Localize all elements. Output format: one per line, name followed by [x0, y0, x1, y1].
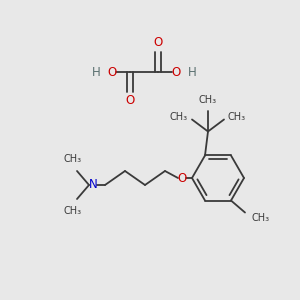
Text: CH₃: CH₃: [64, 206, 82, 216]
Text: O: O: [177, 172, 187, 184]
Text: H: H: [92, 65, 100, 79]
Text: O: O: [171, 65, 181, 79]
Text: O: O: [107, 65, 117, 79]
Text: CH₃: CH₃: [228, 112, 246, 122]
Text: O: O: [125, 94, 135, 107]
Text: CH₃: CH₃: [251, 212, 269, 223]
Text: CH₃: CH₃: [64, 154, 82, 164]
Text: CH₃: CH₃: [170, 112, 188, 122]
Text: N: N: [88, 178, 98, 191]
Text: H: H: [188, 65, 196, 79]
Text: CH₃: CH₃: [199, 95, 217, 106]
Text: O: O: [153, 37, 163, 50]
